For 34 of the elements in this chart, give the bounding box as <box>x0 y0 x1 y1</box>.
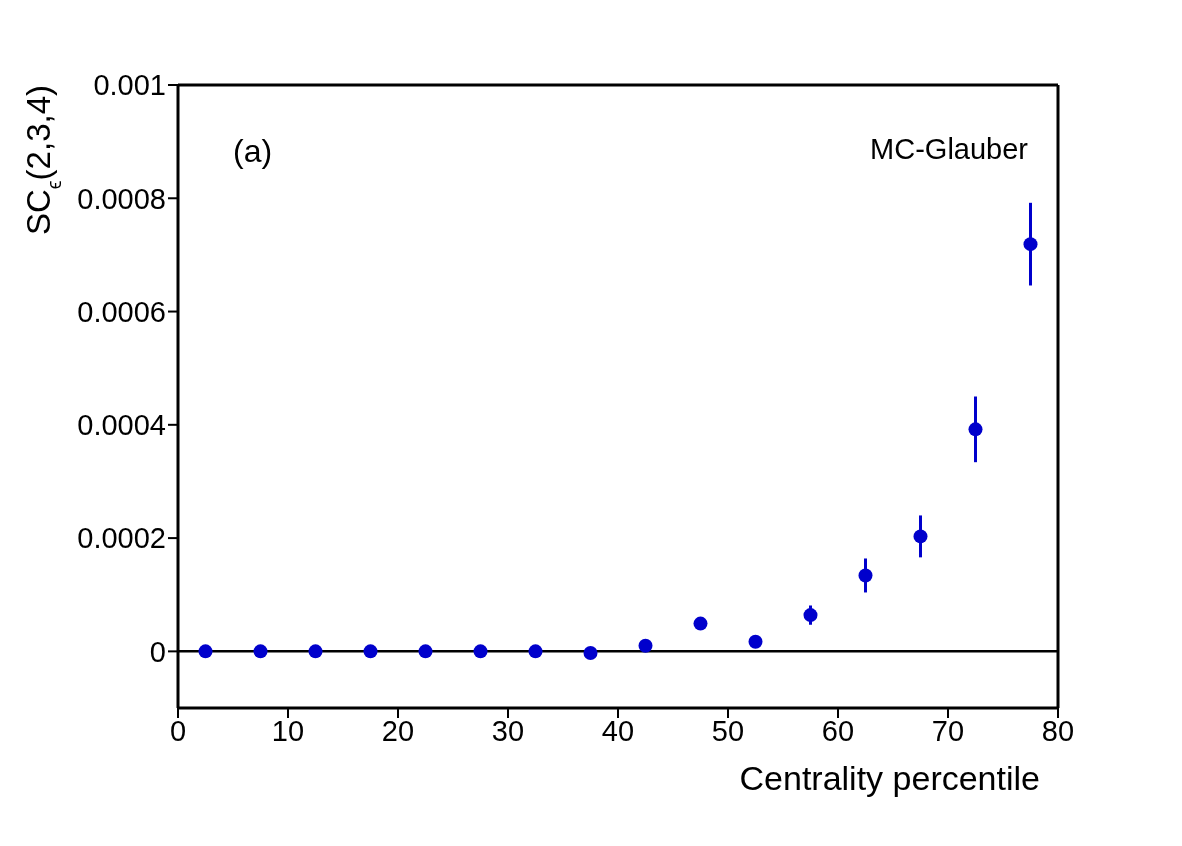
point <box>308 644 323 659</box>
point <box>528 644 543 659</box>
point <box>638 638 653 653</box>
point <box>363 644 378 659</box>
point <box>858 568 873 583</box>
y-tick-label: 0 <box>149 635 166 668</box>
point <box>473 644 488 659</box>
x-tick-label: 50 <box>711 714 745 747</box>
x-tick-label: 80 <box>1041 714 1075 747</box>
x-axis-title: Centrality percentile <box>739 759 1040 797</box>
x-tick-label: 20 <box>381 714 415 747</box>
annotation: MC-Glauber <box>870 133 1028 166</box>
y-tick-label: 0.0008 <box>77 182 166 215</box>
point <box>803 608 818 623</box>
x-tick-label: 40 <box>601 714 635 747</box>
y-tick-label: 0.0004 <box>77 409 166 442</box>
point <box>913 529 928 544</box>
y-tick-label: 0.0002 <box>77 522 166 555</box>
x-tick-label: 70 <box>931 714 965 747</box>
x-tick-label: 30 <box>491 714 525 747</box>
point <box>198 644 213 659</box>
y-tick-label: 0.001 <box>93 69 166 102</box>
point <box>583 646 598 661</box>
point <box>748 634 763 649</box>
point <box>968 422 983 437</box>
point <box>253 644 268 659</box>
point <box>418 644 433 659</box>
point <box>693 616 708 631</box>
point <box>1023 237 1038 252</box>
annotation: (a) <box>233 133 273 170</box>
x-tick-label: 10 <box>271 714 305 747</box>
x-tick-label: 0 <box>169 714 187 747</box>
x-tick-label: 60 <box>821 714 855 747</box>
y-tick-label: 0.0006 <box>77 295 166 328</box>
